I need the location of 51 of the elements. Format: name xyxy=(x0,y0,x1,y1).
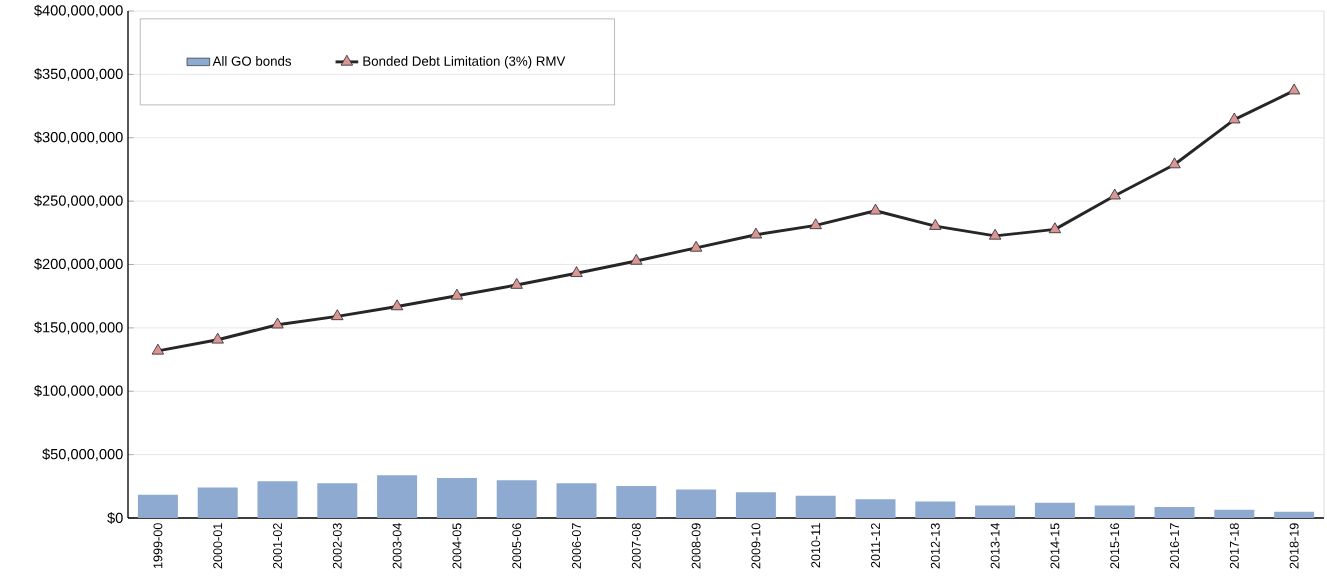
x-tick-label: 1999-00 xyxy=(153,523,163,569)
y-tick-label: $0 xyxy=(107,512,123,524)
x-tick-label: 2006-07 xyxy=(572,523,581,569)
x-tick-label: 2000-01 xyxy=(213,523,223,569)
x-tick-label: 2013-14 xyxy=(990,523,1000,569)
x-tick-label: 2015-16 xyxy=(1110,523,1120,569)
point xyxy=(689,240,703,252)
point xyxy=(1168,157,1181,169)
y-tick-label: $250,000,000 xyxy=(34,194,123,208)
point xyxy=(749,227,763,239)
x-tick-label: 2003-04 xyxy=(392,523,402,569)
x-tick-label: 2008-09 xyxy=(691,523,701,569)
x-tick-label: 2007-08 xyxy=(631,523,641,569)
x-tick-label: 2012-13 xyxy=(930,523,940,569)
y-tick-label: $300,000,000 xyxy=(34,131,123,145)
point xyxy=(1108,188,1121,200)
legend-label: Bonded Debt Limitation (3%) RMV xyxy=(363,56,566,69)
y-tick-label: $200,000,000 xyxy=(34,258,123,271)
y-tick-label: $350,000,000 xyxy=(34,68,123,81)
point xyxy=(1228,112,1241,124)
y-tick-label: $400,000,000 xyxy=(34,4,123,18)
x-tick-label: 2018-19 xyxy=(1289,523,1299,569)
point xyxy=(211,332,224,344)
point xyxy=(869,203,882,215)
point xyxy=(630,253,643,265)
point xyxy=(271,317,284,329)
point xyxy=(570,266,583,277)
x-tick-label: 2002-03 xyxy=(332,523,342,569)
x-tick-label: 2010-11 xyxy=(811,523,821,568)
point xyxy=(1287,83,1301,95)
x-tick-label: 2014-15 xyxy=(1050,523,1060,569)
x-tick-label: 2001-02 xyxy=(273,523,282,569)
x-tick-label: 2011-12 xyxy=(871,523,880,568)
point xyxy=(809,218,822,230)
x-tick-label: 2005-06 xyxy=(512,523,522,569)
y-tick-label: $50,000,000 xyxy=(42,448,123,461)
point xyxy=(988,228,1002,240)
point xyxy=(331,309,344,321)
point xyxy=(929,219,942,230)
point xyxy=(510,277,523,289)
point xyxy=(151,343,165,355)
x-tick-label: 2017-18 xyxy=(1229,523,1239,569)
y-tick-label: $100,000,000 xyxy=(34,384,123,398)
point xyxy=(450,288,464,300)
point xyxy=(1048,222,1062,234)
x-tick-label: 2004-05 xyxy=(452,523,462,569)
x-tick-label: 2009-10 xyxy=(751,523,761,569)
legend-label: All GO bonds xyxy=(212,56,292,66)
y-tick-label: $150,000,000 xyxy=(34,321,123,335)
point xyxy=(390,299,404,311)
x-tick-label: 2016-17 xyxy=(1170,523,1179,569)
